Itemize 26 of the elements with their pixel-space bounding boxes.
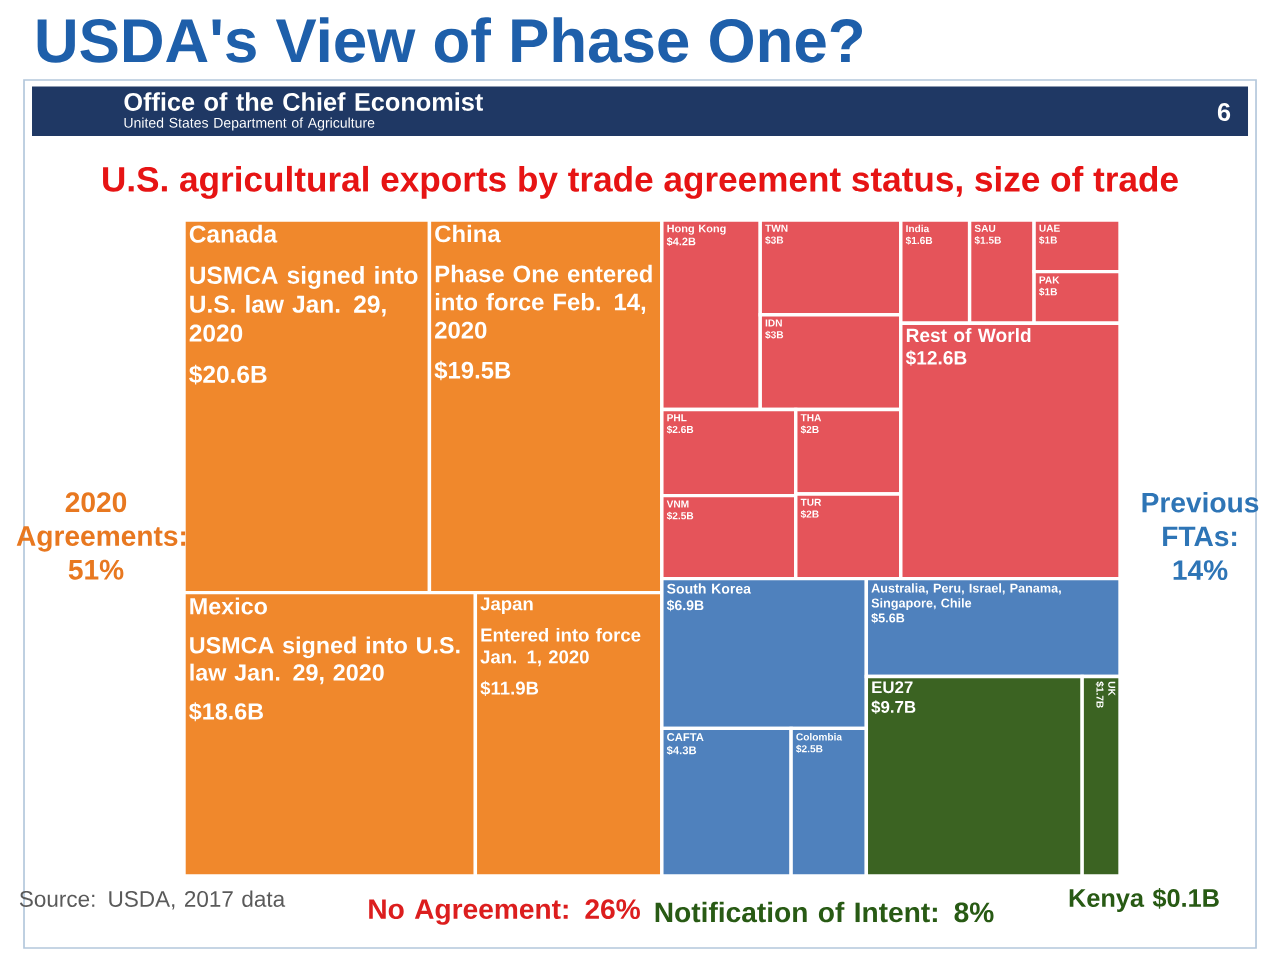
- category-label: Rest of World: [906, 328, 1031, 343]
- text: Entered into force Jan. 1, 2020: [480, 627, 641, 667]
- data-label: $12.6B: [905, 350, 967, 366]
- text: Phase One entered into force Feb. 14, 2020: [435, 264, 652, 339]
- data-label: $18.6B: [189, 702, 263, 722]
- text: USMCA signed into U.S. law Jan. 29, 2020: [190, 636, 460, 685]
- category-label: Mexico: [190, 597, 267, 615]
- category-label: China: [435, 224, 501, 243]
- text: 6: [1217, 103, 1231, 121]
- data-label: $9.7B: [871, 700, 916, 714]
- source-note: Source: USDA, 2017 data: [19, 890, 286, 910]
- category-label: Canada: [189, 224, 278, 243]
- text: Office of the Chief Economist: [124, 92, 483, 111]
- text: 2020 Agreements: 51%: [16, 492, 186, 580]
- text: U.S. agricultural exports by trade agreement status, size of trade: [103, 165, 1178, 199]
- category-label: Japan: [480, 597, 533, 615]
- text: Notification of Intent: 8%: [655, 901, 994, 923]
- data-label: $11.9B: [480, 680, 539, 696]
- category-label: EU27: [872, 681, 913, 694]
- text: No Agreement: 26%: [369, 899, 640, 925]
- text: USMCA signed into U.S. law Jan. 29, 2020: [189, 265, 418, 342]
- text: USDA's View of Phase One?: [37, 17, 863, 63]
- text: Kenya $0.1B: [1069, 887, 1219, 913]
- text: Previous FTAs: 14%: [1142, 491, 1259, 581]
- data-label: $20.6B: [189, 364, 267, 385]
- data-label: $19.5B: [434, 360, 511, 381]
